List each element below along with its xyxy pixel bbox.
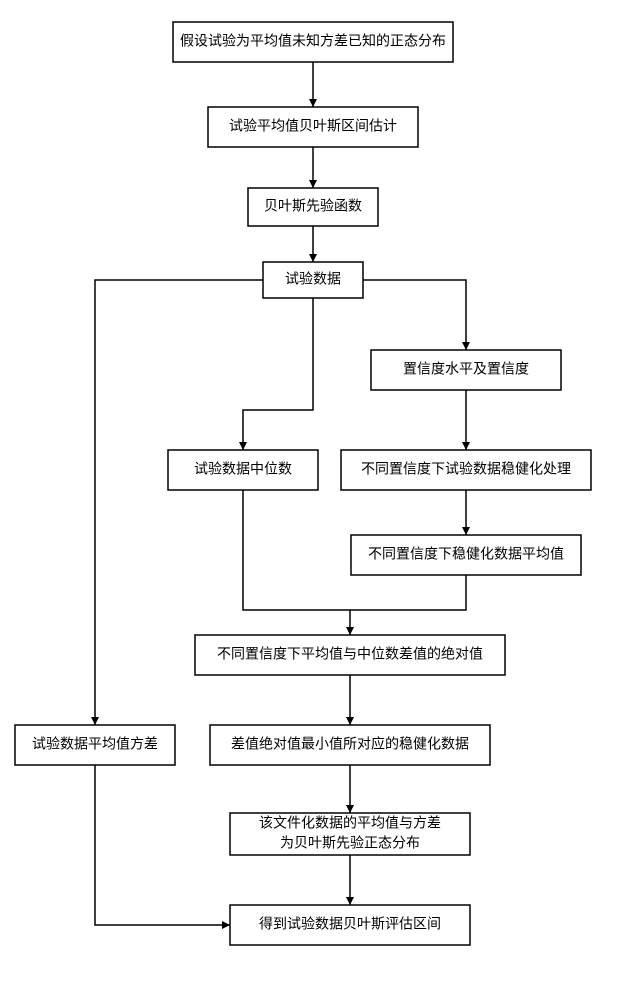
node-bayes-eval-interval-label: 得到试验数据贝叶斯评估区间	[259, 916, 441, 932]
node-prior-function-label: 贝叶斯先验函数	[264, 198, 362, 214]
node-assumption-label: 假设试验为平均值未知方差已知的正态分布	[180, 33, 446, 49]
node-experiment-data-label: 试验数据	[285, 271, 341, 287]
node-bayes-interval-estimate: 试验平均值贝叶斯区间估计	[208, 107, 418, 147]
node-experiment-data: 试验数据	[263, 262, 363, 298]
node-robust-processing: 不同置信度下试验数据稳健化处理	[341, 450, 591, 490]
node-median: 试验数据中位数	[168, 450, 318, 490]
node-prior-normal-dist: 该文件化数据的平均值与方差 为贝叶斯先验正态分布	[230, 813, 470, 855]
edge-n7-n9	[243, 490, 350, 635]
node-abs-diff: 不同置信度下平均值与中位数差值的绝对值	[195, 635, 505, 675]
node-mean-variance: 试验数据平均值方差	[15, 725, 175, 765]
node-assumption: 假设试验为平均值未知方差已知的正态分布	[173, 22, 453, 62]
node-robust-mean-label: 不同置信度下稳健化数据平均值	[368, 546, 564, 562]
node-prior-function: 贝叶斯先验函数	[248, 188, 378, 226]
edge-n8-merge	[350, 575, 466, 610]
node-mean-variance-label: 试验数据平均值方差	[32, 736, 158, 752]
node-abs-diff-label: 不同置信度下平均值与中位数差值的绝对值	[217, 646, 483, 662]
node-bayes-eval-interval: 得到试验数据贝叶斯评估区间	[230, 905, 470, 945]
node-prior-normal-dist-label-1: 该文件化数据的平均值与方差	[259, 815, 441, 831]
edge-n4-n7	[243, 298, 313, 450]
node-confidence-level-label: 置信度水平及置信度	[403, 361, 529, 377]
node-prior-normal-dist-label-2: 为贝叶斯先验正态分布	[280, 835, 420, 851]
edge-n10-n13	[95, 765, 230, 925]
node-median-label: 试验数据中位数	[194, 461, 292, 477]
node-confidence-level: 置信度水平及置信度	[371, 350, 561, 390]
node-robust-mean: 不同置信度下稳健化数据平均值	[351, 535, 581, 575]
node-bayes-interval-estimate-label: 试验平均值贝叶斯区间估计	[229, 118, 397, 134]
edge-n4-n5	[363, 280, 466, 350]
node-min-abs-robust-data: 差值绝对值最小值所对应的稳健化数据	[210, 725, 490, 765]
node-robust-processing-label: 不同置信度下试验数据稳健化处理	[361, 461, 571, 477]
node-min-abs-robust-data-label: 差值绝对值最小值所对应的稳健化数据	[231, 736, 469, 752]
